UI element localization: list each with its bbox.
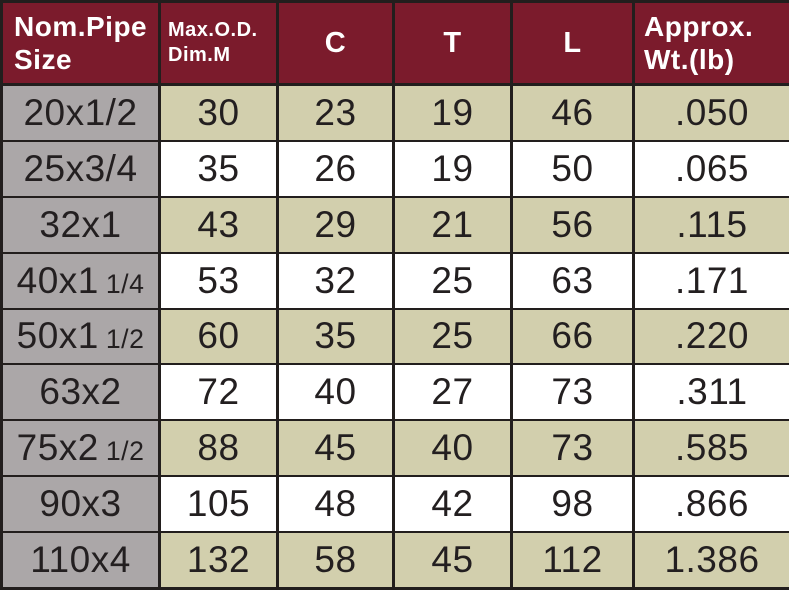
table-row: 32x1 43 29 21 56 .115 xyxy=(0,195,789,254)
header-line-1: L xyxy=(563,26,582,59)
table-row: 90x3 105 48 42 98 .866 xyxy=(0,475,789,533)
size-main: 25x3/4 xyxy=(23,147,138,189)
size-fraction: 1/2 xyxy=(105,436,145,467)
c-dim-cell: 29 xyxy=(276,195,395,254)
pipe-size-cell: 20x1/2 xyxy=(0,83,161,142)
pipe-size-cell: 63x2 xyxy=(0,363,161,422)
max-od-cell: 105 xyxy=(158,475,279,533)
table-row: 40x1 1/4 53 32 25 63 .171 xyxy=(0,251,789,310)
l-dim-cell: 98 xyxy=(510,475,635,533)
table-row: 75x2 1/2 88 45 40 73 .585 xyxy=(0,419,789,478)
t-dim-cell: 45 xyxy=(392,530,513,590)
header-line-1: Nom.Pipe xyxy=(14,10,148,42)
c-dim-cell: 35 xyxy=(276,307,395,366)
header-line-1: Approx. xyxy=(644,10,754,42)
t-dim-cell: 25 xyxy=(392,251,513,310)
col-header-l: L xyxy=(510,0,635,86)
t-dim-cell: 21 xyxy=(392,195,513,254)
size-main: 63x2 xyxy=(39,371,122,413)
col-header-approx-wt: Approx. Wt.(lb) xyxy=(632,0,789,86)
size-main: 20x1/2 xyxy=(23,91,138,133)
table-row: 25x3/4 35 26 19 50 .065 xyxy=(0,139,789,198)
c-dim-cell: 48 xyxy=(276,475,395,533)
weight-cell: .171 xyxy=(632,251,789,310)
l-dim-cell: 56 xyxy=(510,195,635,254)
table-header: Nom.Pipe Size Max.O.D. Dim.M C T L Appro… xyxy=(0,0,789,86)
table-body: 20x1/2 30 23 19 46 .050 25x3/4 35 26 19 … xyxy=(0,83,789,590)
table-row: 110x4 132 58 45 112 1.386 xyxy=(0,530,789,590)
c-dim-cell: 40 xyxy=(276,363,395,422)
weight-cell: 1.386 xyxy=(632,530,789,590)
l-dim-cell: 50 xyxy=(510,139,635,198)
t-dim-cell: 25 xyxy=(392,307,513,366)
weight-cell: .866 xyxy=(632,475,789,533)
l-dim-cell: 46 xyxy=(510,83,635,142)
col-header-nom-pipe-size: Nom.Pipe Size xyxy=(0,0,161,86)
pipe-size-cell: 75x2 1/2 xyxy=(0,419,161,478)
max-od-cell: 88 xyxy=(158,419,279,478)
header-line-2: Dim.M xyxy=(168,44,231,66)
t-dim-cell: 40 xyxy=(392,419,513,478)
max-od-cell: 35 xyxy=(158,139,279,198)
size-main: 32x1 xyxy=(39,203,122,245)
weight-cell: .065 xyxy=(632,139,789,198)
table-row: 20x1/2 30 23 19 46 .050 xyxy=(0,83,789,142)
pipe-size-cell: 90x3 xyxy=(0,475,161,533)
table-row: 50x1 1/2 60 35 25 66 .220 xyxy=(0,307,789,366)
l-dim-cell: 63 xyxy=(510,251,635,310)
pipe-size-cell: 40x1 1/4 xyxy=(0,251,161,310)
t-dim-cell: 19 xyxy=(392,83,513,142)
col-header-c: C xyxy=(276,0,395,86)
size-main: 50x1 xyxy=(16,315,99,357)
pipe-size-cell: 50x1 1/2 xyxy=(0,307,161,366)
pipe-size-cell: 32x1 xyxy=(0,195,161,254)
t-dim-cell: 19 xyxy=(392,139,513,198)
l-dim-cell: 112 xyxy=(510,530,635,590)
t-dim-cell: 27 xyxy=(392,363,513,422)
c-dim-cell: 45 xyxy=(276,419,395,478)
max-od-cell: 53 xyxy=(158,251,279,310)
size-main: 40x1 xyxy=(16,259,99,301)
c-dim-cell: 58 xyxy=(276,530,395,590)
max-od-cell: 30 xyxy=(158,83,279,142)
col-header-t: T xyxy=(392,0,513,86)
pipe-size-cell: 110x4 xyxy=(0,530,161,590)
max-od-cell: 132 xyxy=(158,530,279,590)
header-line-1: T xyxy=(443,26,462,59)
header-line-1: C xyxy=(324,26,347,59)
max-od-cell: 43 xyxy=(158,195,279,254)
weight-cell: .115 xyxy=(632,195,789,254)
size-main: 110x4 xyxy=(30,538,131,580)
pipe-size-cell: 25x3/4 xyxy=(0,139,161,198)
l-dim-cell: 73 xyxy=(510,363,635,422)
size-fraction: 1/4 xyxy=(105,268,145,299)
size-fraction: 1/2 xyxy=(105,324,145,355)
weight-cell: .220 xyxy=(632,307,789,366)
c-dim-cell: 23 xyxy=(276,83,395,142)
max-od-cell: 60 xyxy=(158,307,279,366)
c-dim-cell: 32 xyxy=(276,251,395,310)
l-dim-cell: 66 xyxy=(510,307,635,366)
t-dim-cell: 42 xyxy=(392,475,513,533)
header-line-2: Size xyxy=(14,44,73,75)
max-od-cell: 72 xyxy=(158,363,279,422)
header-row: Nom.Pipe Size Max.O.D. Dim.M C T L Appro… xyxy=(0,0,789,86)
l-dim-cell: 73 xyxy=(510,419,635,478)
size-main: 75x2 xyxy=(16,427,99,469)
c-dim-cell: 26 xyxy=(276,139,395,198)
header-line-1: Max.O.D. xyxy=(168,19,258,41)
weight-cell: .311 xyxy=(632,363,789,422)
header-line-2: Wt.(lb) xyxy=(644,44,735,75)
table-row: 63x2 72 40 27 73 .311 xyxy=(0,363,789,422)
col-header-max-od: Max.O.D. Dim.M xyxy=(158,0,279,86)
weight-cell: .050 xyxy=(632,83,789,142)
weight-cell: .585 xyxy=(632,419,789,478)
size-main: 90x3 xyxy=(39,482,122,524)
